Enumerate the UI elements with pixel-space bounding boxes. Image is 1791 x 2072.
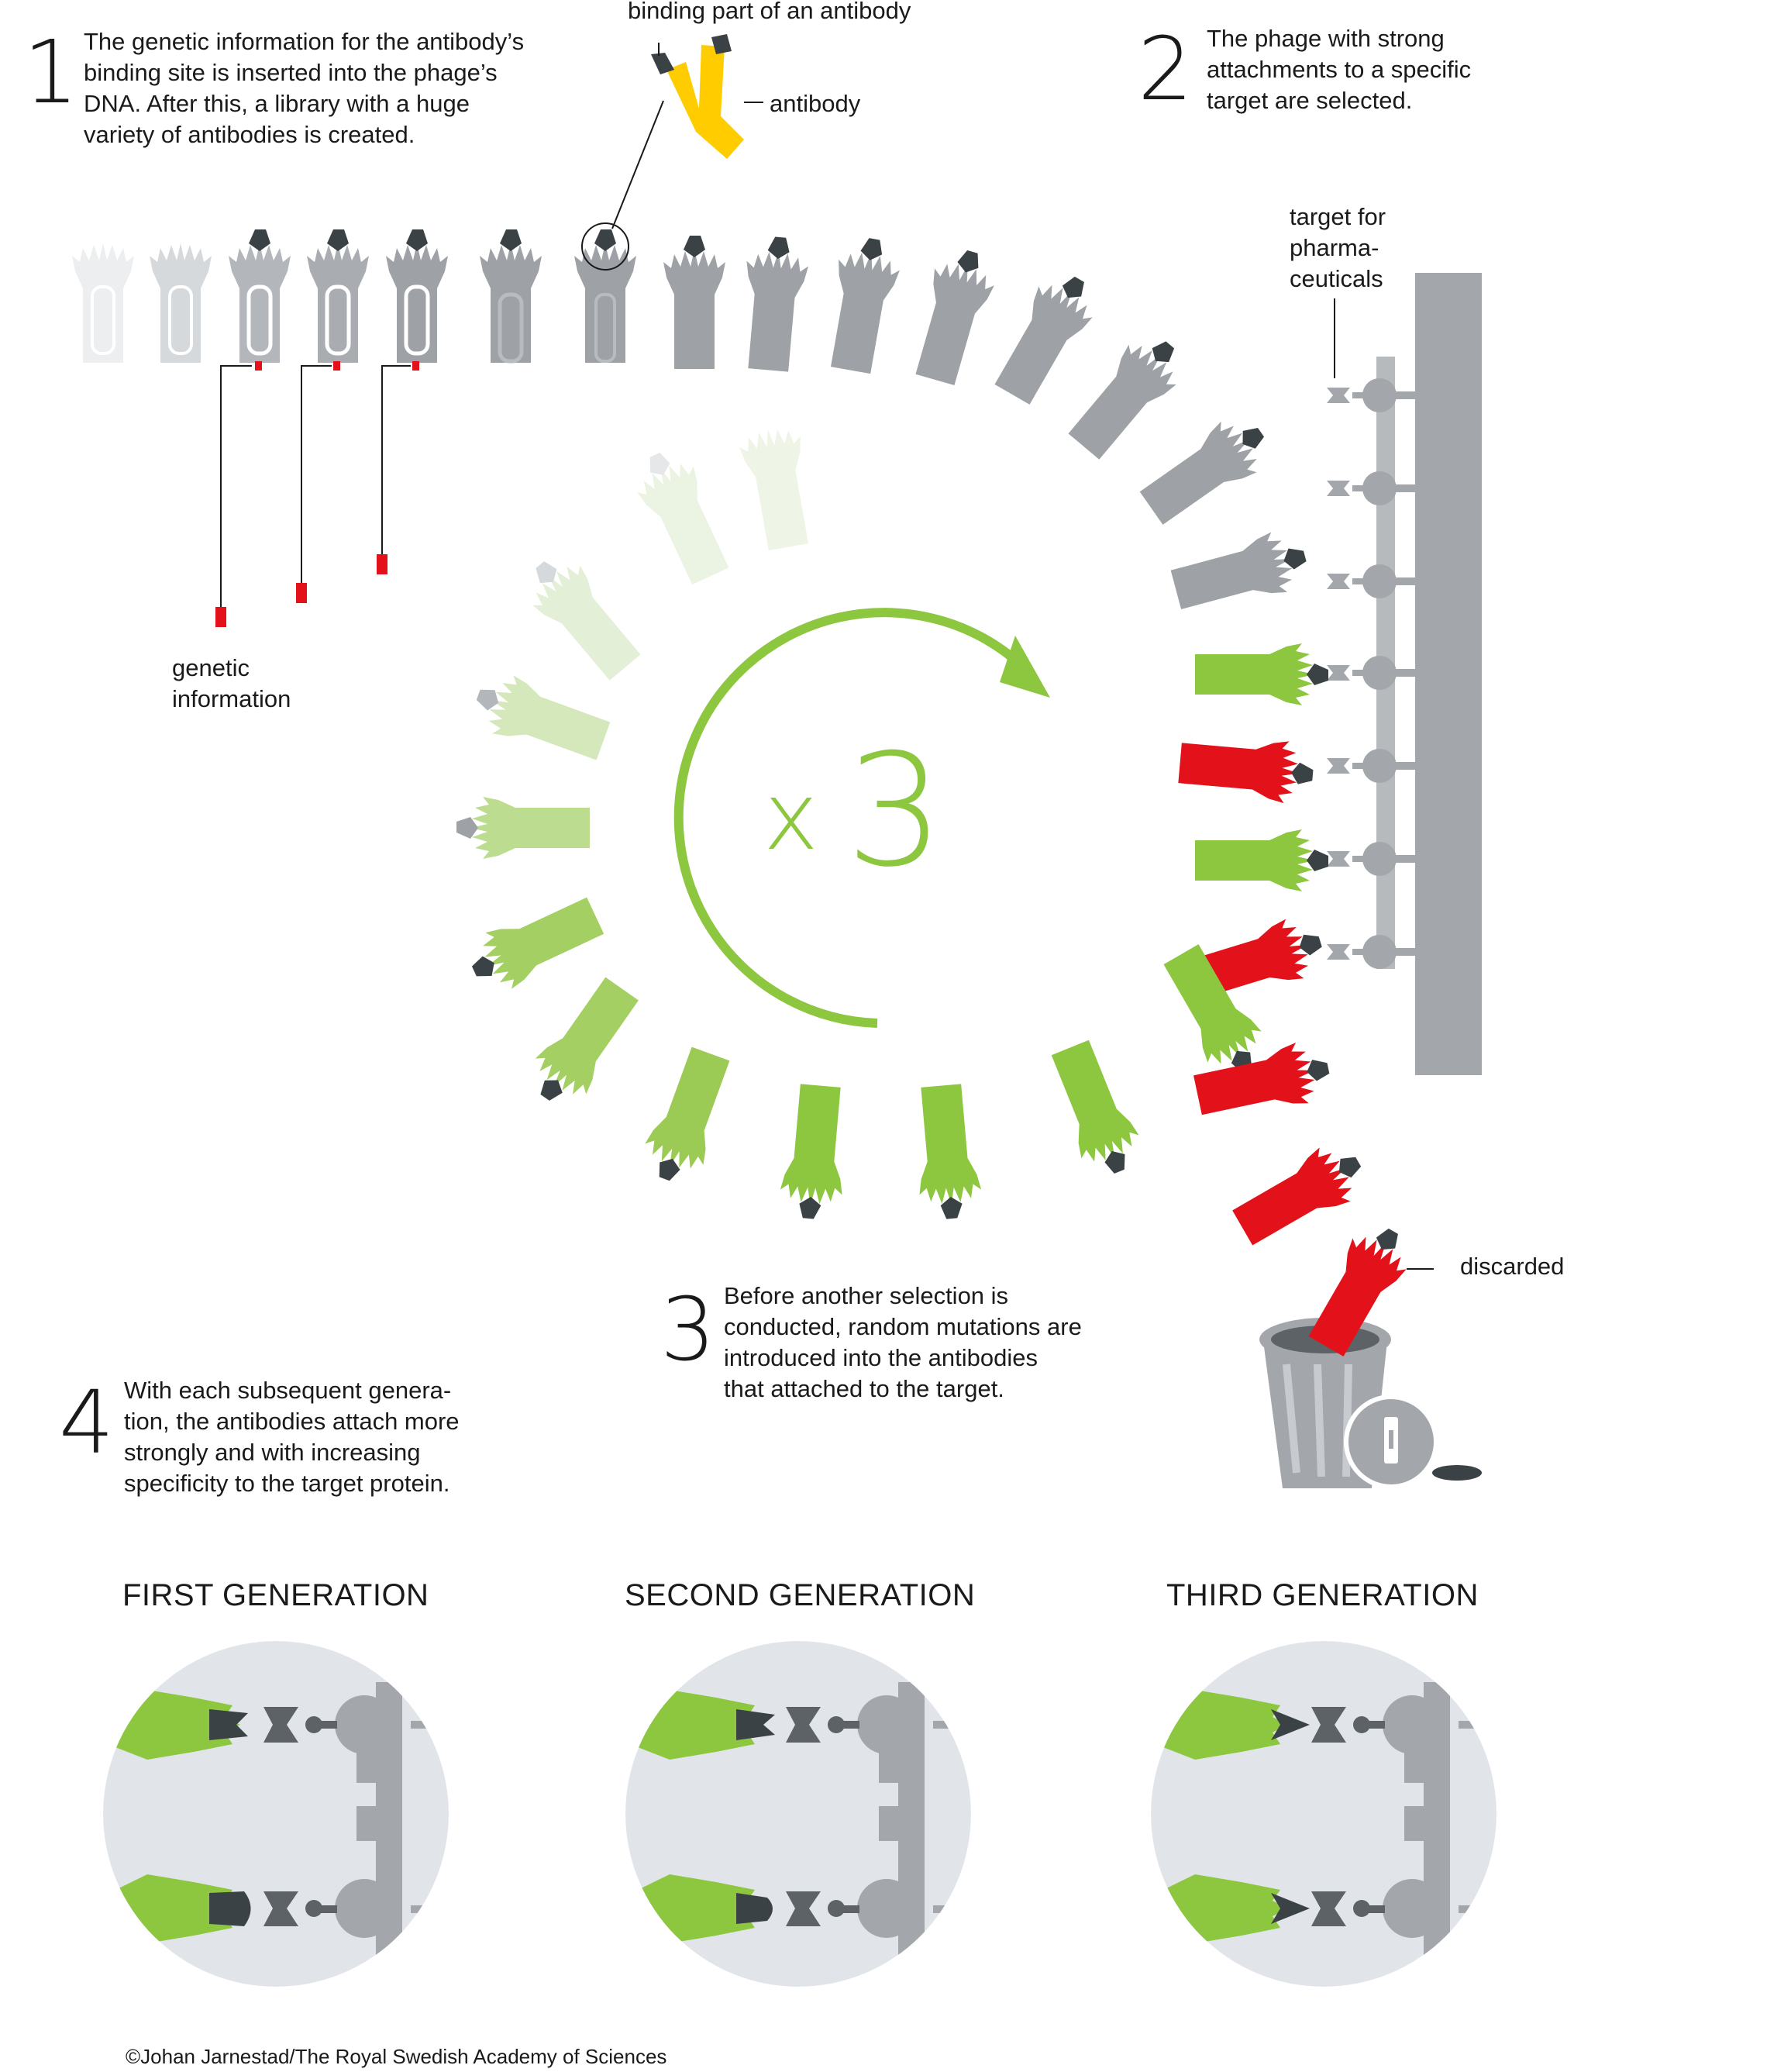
generation-circles xyxy=(103,1641,1497,1987)
phage-empty xyxy=(72,243,134,363)
target-label: target for pharma- ceuticals xyxy=(1290,203,1386,292)
phage xyxy=(480,229,542,364)
cycle-number: 3 xyxy=(846,721,945,902)
phage-library-row xyxy=(72,222,1308,620)
third-generation-title: THIRD GENERATION xyxy=(1166,1578,1479,1612)
credit-line: ©Johan Jarnestad/The Royal Swedish Acade… xyxy=(126,2045,667,2068)
step-2-number: 2 xyxy=(1138,19,1193,120)
binding-part-label: binding part of an antibody xyxy=(628,0,911,24)
genetic-information-markers xyxy=(220,365,411,607)
genetic-information-label: genetic information xyxy=(172,654,291,712)
step-3-text: Before another selection is conducted, r… xyxy=(724,1282,1082,1402)
target-protein xyxy=(1327,273,1482,1075)
step-2-text: The phage with strong attachments to a s… xyxy=(1207,25,1472,114)
first-generation-circle xyxy=(103,1641,449,1987)
antibody-label: antibody xyxy=(770,90,861,117)
phage-with-gene xyxy=(307,229,369,371)
first-generation-title: FIRST GENERATION xyxy=(122,1578,429,1612)
discarded-label: discarded xyxy=(1460,1253,1565,1280)
phage-with-gene xyxy=(229,229,291,371)
cycle-count: x 3 xyxy=(763,721,944,902)
step-4-number: 4 xyxy=(59,1373,115,1474)
step-1-text: The genetic information for the antibody… xyxy=(84,28,525,148)
step-1-number: 1 xyxy=(23,22,79,123)
second-generation-title: SECOND GENERATION xyxy=(625,1578,976,1612)
trash-can-icon xyxy=(1259,1225,1482,1489)
step-4-text: With each subsequent genera- tion, the a… xyxy=(124,1377,460,1497)
step-3-number: 3 xyxy=(660,1280,716,1381)
phage-empty xyxy=(150,243,212,363)
third-generation-circle xyxy=(1151,1641,1497,1987)
cycle-x: x xyxy=(763,764,819,871)
phage-with-gene xyxy=(386,229,448,371)
second-generation-circle xyxy=(625,1641,971,1987)
phage xyxy=(574,229,636,363)
cycle-arrow xyxy=(673,608,1050,1028)
antibody-icon xyxy=(611,34,763,229)
